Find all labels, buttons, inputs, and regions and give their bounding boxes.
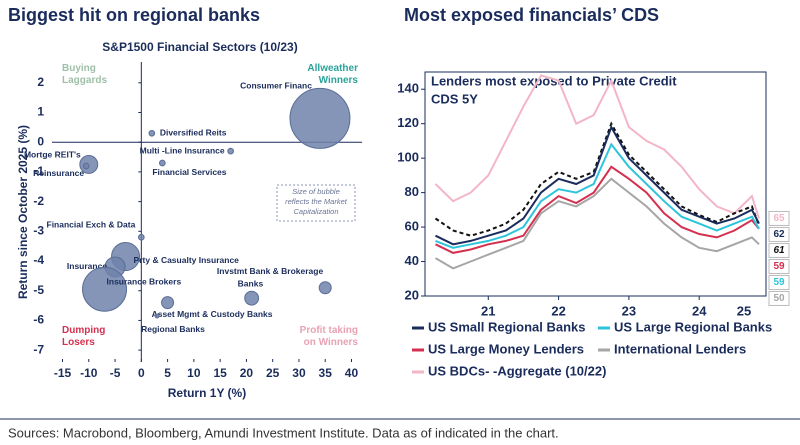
y-tick-label: 1 [37, 105, 44, 119]
plot-frame [424, 71, 767, 297]
bubble [82, 162, 90, 170]
y-tick-label: 60 [405, 219, 419, 234]
bubble-label: Diversified Reits [160, 128, 227, 138]
x-tick-label: 30 [292, 366, 306, 380]
quadrant-label: Buying Laggards [62, 63, 107, 86]
chart-title: Lenders most exposed to Private Credit [431, 73, 677, 88]
x-tick-label: -15 [54, 366, 72, 380]
x-tick-label: 25 [737, 303, 751, 318]
bubble [154, 313, 160, 319]
bubble-label: Regional Banks [141, 324, 205, 334]
x-tick-label: 22 [551, 303, 565, 318]
y-tick-label: -5 [33, 283, 44, 297]
bubble [82, 266, 128, 312]
x-tick-label: 21 [481, 303, 495, 318]
y-tick-label: 40 [405, 253, 419, 268]
end-label: 62 [773, 229, 785, 240]
x-tick-label: 0 [138, 366, 145, 380]
y-tick-label: -4 [33, 253, 44, 267]
y-tick-label: -2 [33, 194, 44, 208]
series-line [434, 177, 760, 270]
legend-label: US Small Regional Banks [428, 319, 586, 334]
x-tick-label: 40 [345, 366, 359, 380]
y-tick-label: 80 [405, 184, 419, 199]
bubble-label: Insurance Brokers [107, 276, 182, 286]
bubble [289, 87, 351, 149]
x-tick-label: -5 [110, 366, 121, 380]
series-line [435, 165, 760, 254]
x-tick-label: 25 [266, 366, 280, 380]
x-tick-label: 35 [319, 366, 333, 380]
series-line [434, 74, 760, 219]
x-tick-label: 5 [164, 366, 171, 380]
bubble [244, 290, 260, 306]
x-tick-label: 10 [187, 366, 201, 380]
bubble-label: Invstmt Bank & Brokerage [217, 266, 324, 276]
legend-label: US Large Money Lenders [428, 341, 584, 356]
panel-title: Most exposed financials’ CDS [404, 5, 659, 25]
x-tick-label: -10 [80, 366, 98, 380]
quadrant-label: Profit taking on Winners [300, 325, 359, 348]
x-tick-label: 23 [622, 303, 636, 318]
y-tick-label: -6 [33, 313, 44, 327]
legend-label: International Lenders [614, 341, 746, 356]
bubble-label: Financial Services [152, 167, 226, 177]
series-line [435, 124, 760, 246]
y-tick-label: -1 [33, 164, 44, 178]
chart-title: CDS 5Y [431, 91, 478, 106]
end-label-box [768, 210, 790, 226]
end-label-box [768, 258, 790, 274]
bubble [318, 281, 332, 295]
bubble-label: Banks [238, 278, 264, 288]
chart-title: S&P1500 Financial Sectors (10/23) [102, 40, 297, 54]
end-label-box [768, 242, 790, 258]
end-label-box [768, 290, 790, 306]
end-label: 65 [773, 213, 785, 224]
x-tick-label: 15 [213, 366, 227, 380]
bubble-label: Financial Exch & Data [47, 219, 136, 229]
series-line [434, 121, 760, 237]
quadrant-label: Dumping Losers [62, 325, 105, 348]
bubble [161, 296, 175, 310]
end-label: 61 [773, 245, 785, 256]
bubble-label: Insurance [67, 261, 107, 271]
series-line [435, 142, 760, 249]
y-tick-label: 140 [397, 81, 419, 96]
end-label-box [768, 226, 790, 242]
bubble [137, 233, 145, 241]
y-tick-label: 2 [37, 75, 44, 89]
note-box [276, 184, 356, 222]
x-axis-label: Return 1Y (%) [168, 386, 246, 400]
bubble-label: Prty & Casualty Insurance [134, 255, 240, 265]
quadrant-label: Allweather Winners [307, 63, 358, 86]
y-axis-label: Return since October 2025 (%) [16, 125, 30, 299]
end-label-box [768, 274, 790, 290]
bubble-label: Asset Mgmt & Custody Banks [152, 309, 273, 319]
y-tick-label: -3 [33, 223, 44, 237]
x-tick-label: 20 [240, 366, 254, 380]
panel-title: Biggest hit on regional banks [8, 5, 260, 25]
y-tick-label: 100 [397, 150, 419, 165]
bubble-label: Consumer Financ [240, 81, 312, 91]
end-label: 59 [773, 261, 785, 272]
end-label: 59 [773, 277, 785, 288]
legend-label: US Large Regional Banks [614, 319, 772, 334]
y-tick-label: 120 [397, 115, 419, 130]
y-tick-label: 0 [37, 134, 44, 148]
bubble [159, 159, 166, 167]
end-label: 50 [773, 293, 785, 304]
bubble-label: Multi -Line Insurance [140, 145, 225, 155]
y-tick-label: 20 [405, 287, 419, 302]
legend-label: US BDCs- -Aggregate (10/22) [428, 363, 606, 378]
y-tick-label: -7 [33, 342, 44, 356]
note: Size of bubble reflects the Market Capital… [285, 187, 348, 216]
bubble [227, 147, 234, 155]
bubble-label: Mortge REIT's [24, 150, 81, 160]
x-tick-label: 24 [692, 303, 707, 318]
footer: Sources: Macrobond, Bloomberg, Amundi In… [8, 425, 559, 440]
bubble [148, 129, 156, 137]
bubble-label: Reinsurance [33, 168, 84, 178]
